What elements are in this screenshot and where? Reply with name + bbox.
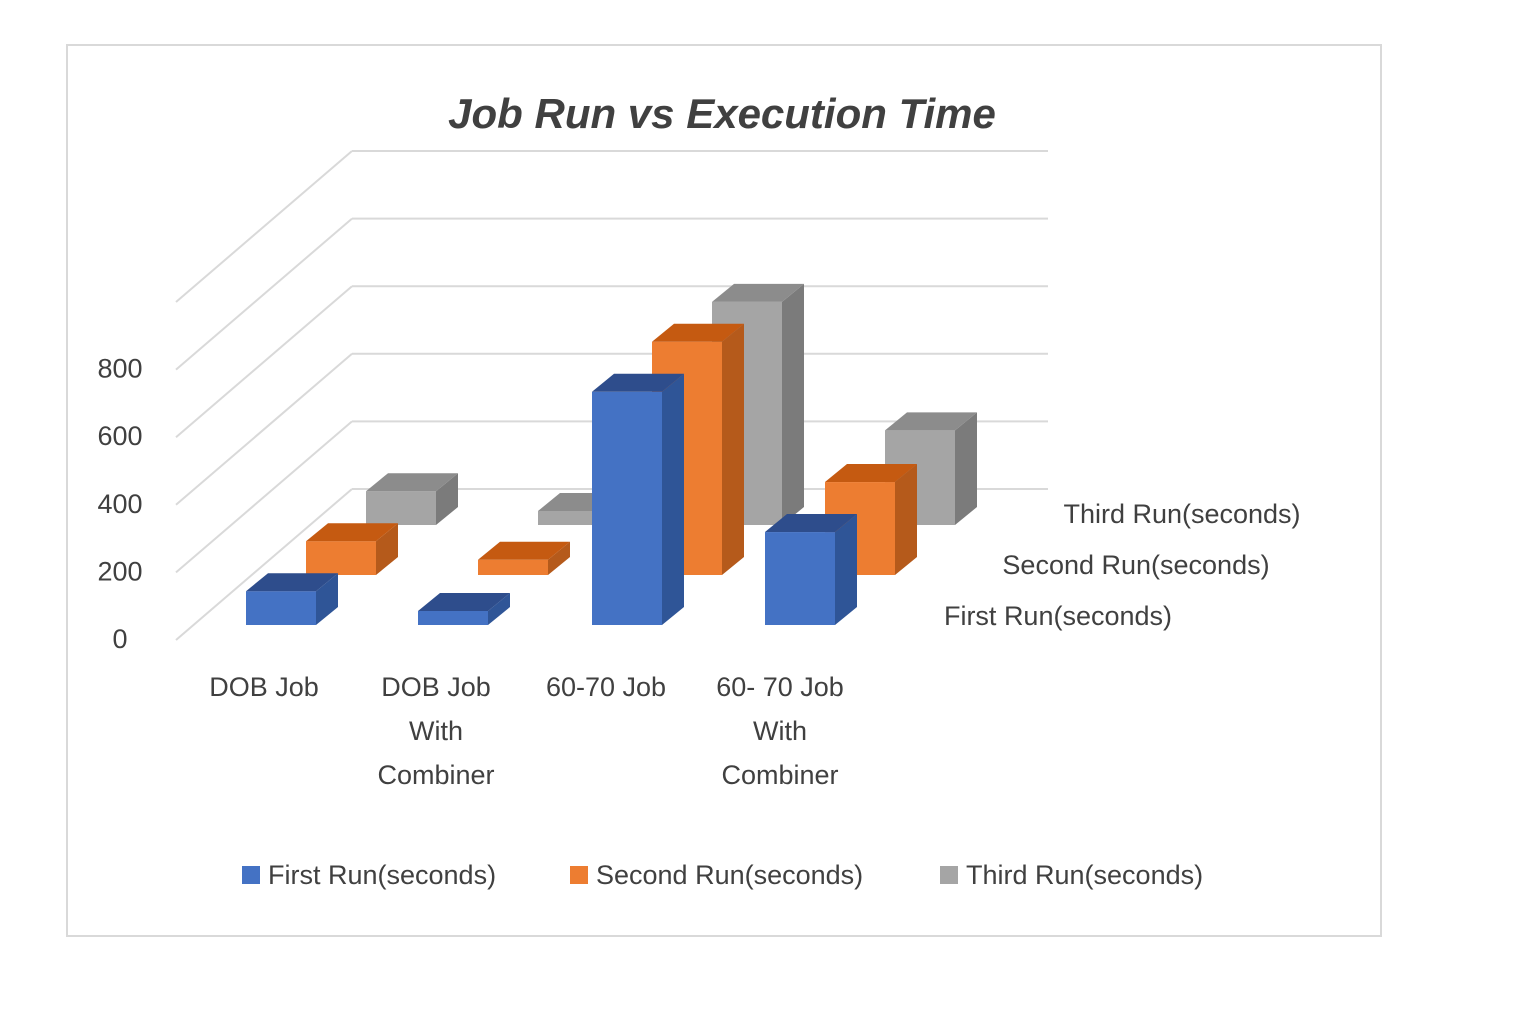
bar-top-face [825,464,917,483]
y-tick-label: 200 [97,556,142,586]
x-category-label-line: 60-70 Job [546,672,666,702]
depth-axis-label: First Run(seconds) [944,601,1172,631]
bar-front-face [538,511,608,525]
legend-label: First Run(seconds) [268,860,496,890]
gridline-diagonal [175,285,353,438]
bar-top-face [366,473,458,492]
x-category-label: DOB Job With Combiner [377,672,494,790]
gridline-diagonal [175,150,353,303]
bar-top-face [478,541,570,560]
bar-top-face [306,523,398,542]
bar-side-face [548,541,570,575]
bar [592,373,684,625]
bar-side-face [316,573,338,625]
bar-front-face [418,611,488,625]
bar-top-face [246,573,338,592]
bar [366,473,458,525]
x-category-label-line: Combiner [377,760,494,790]
bar-top-face [592,373,684,392]
bar-side-face [436,473,458,525]
bar-top-face [885,412,977,431]
bar-side-face [835,514,857,625]
x-category-label-line: DOB Job [381,672,491,702]
bar-front-face [765,532,835,625]
bar [478,541,570,575]
bar-side-face [895,464,917,575]
legend-label: Third Run(seconds) [966,860,1203,890]
y-tick-label: 0 [112,624,127,654]
gridline-diagonal [175,353,353,506]
bar-side-face [722,323,744,575]
bar-front-face [306,541,376,575]
gridline-diagonal [175,420,353,574]
legend-swatch [940,866,958,884]
legend-swatch [242,866,260,884]
gridline-diagonal [175,488,353,641]
y-tick-label: 800 [97,354,142,384]
depth-axis-label: Third Run(seconds) [1063,499,1300,529]
legend-item: First Run(seconds) [242,860,496,890]
bar-front-face [592,391,662,625]
bar-top-face [765,514,857,533]
bar-top-face [652,323,744,342]
legend: First Run(seconds) Second Run(seconds) Thi… [242,860,1203,890]
x-category-label: DOB Job [209,672,319,702]
x-category-label-line: 60- 70 Job [716,672,844,702]
gridline-diagonal [175,217,353,371]
bar [246,573,338,625]
legend-item: Second Run(seconds) [570,860,863,890]
x-category-label-line: With [409,716,463,746]
legend-label: Second Run(seconds) [596,860,863,890]
x-category-label-line: DOB Job [209,672,319,702]
chart-title: Job Run vs Execution Time [448,90,996,137]
bar-side-face [782,283,804,525]
bar [765,514,857,625]
bar-front-face [366,491,436,525]
y-tick-label: 400 [97,489,142,519]
bar-front-face [246,591,316,625]
bar-top-face [418,593,510,611]
bar-top-face [712,283,804,302]
x-category-label-line: With [753,716,807,746]
x-category-label-line: Combiner [721,760,838,790]
legend-swatch [570,866,588,884]
x-category-label: 60-70 Job [546,672,666,702]
bar-side-face [662,373,684,625]
bar [306,523,398,575]
bar-front-face [478,559,548,575]
bars-layer [246,283,977,625]
bar [418,593,510,625]
x-category-label: 60- 70 Job With Combiner [716,672,844,790]
bar-side-face [955,412,977,525]
y-tick-label: 600 [97,421,142,451]
bar-side-face [488,593,510,625]
depth-axis-label: Second Run(seconds) [1002,550,1269,580]
legend-item: Third Run(seconds) [940,860,1203,890]
bar-side-face [376,523,398,575]
